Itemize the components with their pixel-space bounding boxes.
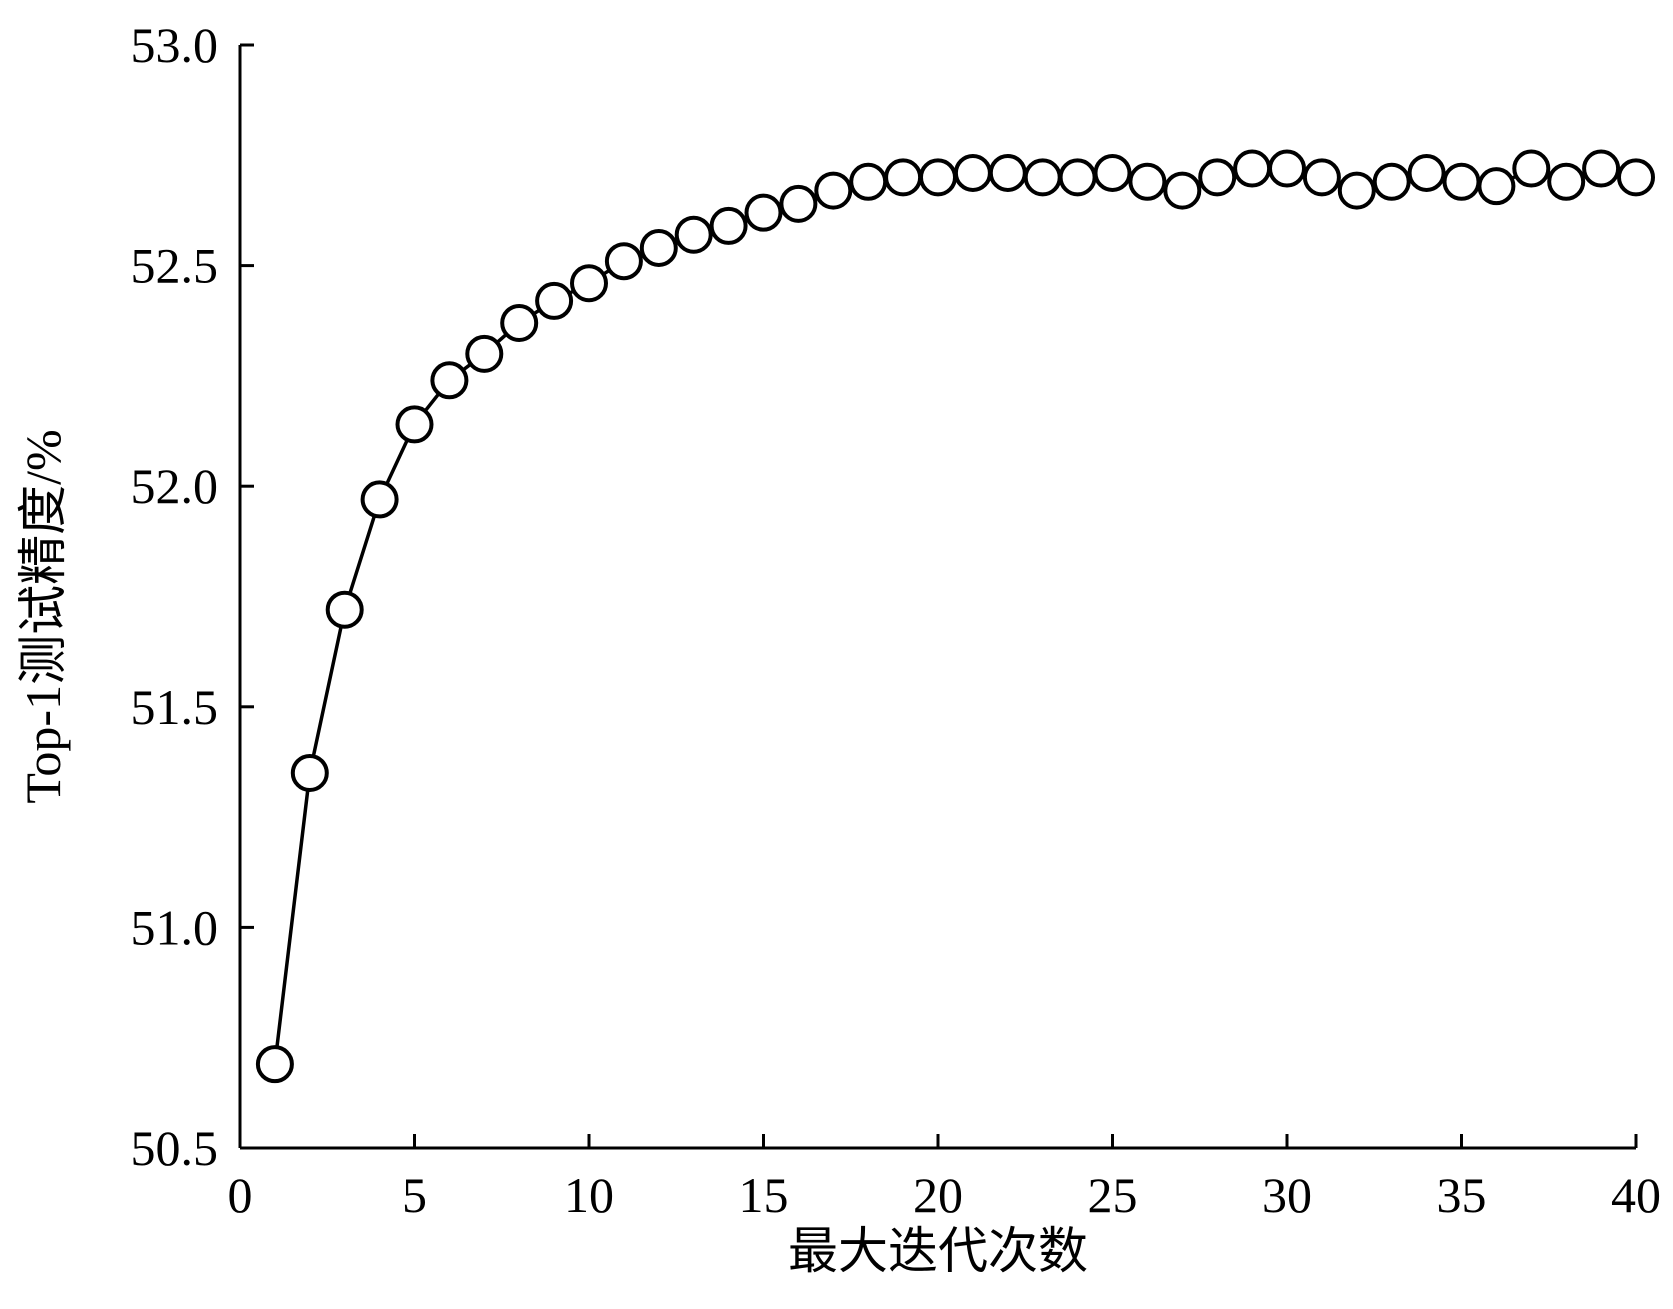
x-tick-label: 35 [1437, 1167, 1487, 1223]
ticks: 0 5 10 15 20 25 30 35 40 50.5 51.0 51.5 52.0 52.5 53.0 [131, 17, 1662, 1223]
data-point [919, 158, 957, 197]
data-point [1198, 158, 1237, 197]
data-point [849, 162, 888, 201]
data-point [639, 228, 678, 267]
y-axis-title: Top-1测试精度/% [15, 429, 71, 803]
data-point [814, 171, 853, 210]
x-tick-label: 15 [739, 1167, 789, 1223]
y-tick-label: 52.0 [131, 458, 219, 514]
data-point [1163, 171, 1202, 210]
data-point [395, 405, 434, 444]
data-point [430, 361, 469, 400]
data-point [325, 590, 364, 629]
data-point [1337, 171, 1376, 210]
x-tick-label: 10 [564, 1167, 614, 1223]
y-tick-label: 51.5 [131, 679, 219, 735]
data-point [570, 264, 608, 303]
data-point [1617, 158, 1655, 197]
data-point [779, 184, 818, 223]
data-point [604, 242, 643, 281]
x-axis-title: 最大迭代次数 [788, 1223, 1088, 1279]
data-point [1547, 162, 1586, 201]
x-tick-label: 5 [402, 1167, 427, 1223]
data-point [1582, 149, 1621, 188]
data-point [988, 153, 1027, 192]
data-point [535, 281, 574, 320]
y-tick-label: 50.5 [131, 1120, 219, 1176]
data-point [1477, 167, 1516, 206]
data-point [953, 153, 992, 192]
series-line [273, 166, 1637, 1065]
data-point [1233, 149, 1272, 188]
data-point [884, 158, 923, 197]
data-point [1023, 158, 1062, 197]
axis-titles: 最大迭代次数 Top-1测试精度/% [15, 429, 1088, 1279]
data-point [1442, 162, 1481, 201]
data-point [674, 215, 713, 254]
data-point [1128, 162, 1167, 201]
data-point [1512, 149, 1551, 188]
x-tick-label: 40 [1611, 1167, 1661, 1223]
data-point [465, 334, 504, 373]
y-tick-label: 52.5 [131, 238, 219, 294]
data-point [255, 1045, 294, 1084]
data-point [1302, 158, 1341, 197]
x-tick-label: 30 [1262, 1167, 1312, 1223]
data-point [1407, 153, 1446, 192]
data-point [290, 753, 329, 792]
data-point [1093, 153, 1132, 192]
series [255, 149, 1655, 1084]
data-point [709, 206, 748, 245]
data-point [1268, 149, 1306, 188]
x-tick-label: 25 [1088, 1167, 1138, 1223]
data-point [500, 303, 539, 342]
axes [238, 45, 1636, 1150]
x-tick-label: 20 [913, 1167, 963, 1223]
data-point [1372, 162, 1411, 201]
x-tick-label: 0 [228, 1167, 253, 1223]
y-tick-label: 53.0 [131, 17, 219, 73]
data-point [360, 480, 399, 519]
data-point [744, 193, 783, 232]
data-point [1058, 158, 1097, 197]
y-tick-label: 51.0 [131, 899, 219, 955]
